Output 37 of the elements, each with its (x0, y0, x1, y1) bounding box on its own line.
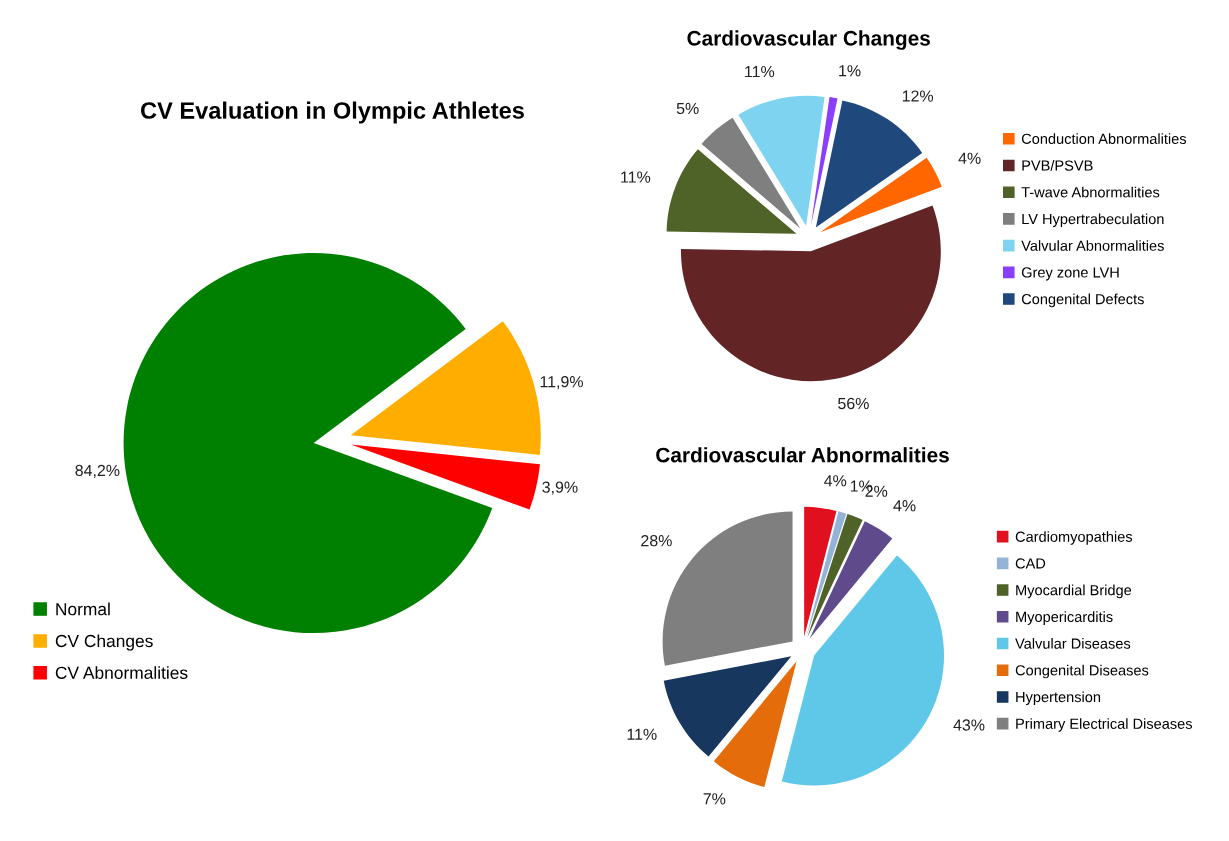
data-label: 12% (902, 90, 934, 102)
data-label: 11% (621, 171, 651, 183)
chart-title: Cardiovascular Abnormalities (656, 447, 949, 463)
data-label: 5% (676, 102, 699, 115)
legend-label: Congenital Diseases (1015, 664, 1149, 679)
chart-title: CV Evaluation in Olympic Athletes (141, 101, 524, 124)
legend-label: Valvular Abnormalities (1021, 240, 1164, 251)
data-label: 11% (745, 66, 775, 78)
data-label: 1% (839, 65, 861, 77)
legend-label: Hypertension (1016, 691, 1101, 706)
data-label: 4% (958, 152, 981, 164)
legend-label: Valvular Diseases (1015, 638, 1131, 649)
data-label: 4% (824, 475, 847, 487)
legend-label: CV Changes (55, 634, 153, 651)
data-label: 28% (641, 534, 672, 547)
legend-label: LV Hypertrabeculation (1022, 213, 1164, 228)
data-label: 3,9% (542, 481, 578, 495)
data-label: 56% (838, 397, 869, 410)
data-label: 11% (627, 728, 657, 740)
legend-label: Grey zone LVH (1021, 267, 1119, 281)
data-label: 4% (893, 500, 916, 512)
legend-label: Myopericarditis (1016, 611, 1113, 625)
data-label: 7% (703, 793, 726, 805)
legend-label: Myocardial Bridge (1016, 584, 1132, 599)
legend-label: Normal (56, 602, 110, 616)
legend-label: T-wave Abnormalities (1021, 186, 1160, 198)
legend-label: CV Abnormalities (55, 666, 188, 679)
data-label: 11,9% (540, 375, 583, 390)
legend-label: Cardiomyopathies (1015, 531, 1133, 545)
legend-label: CAD (1015, 558, 1046, 569)
legend-label: Conduction Abnormalities (1021, 133, 1187, 144)
data-label: 84,2% (75, 464, 120, 478)
data-label: 43% (953, 719, 985, 731)
legend-label: Congenital Defects (1021, 293, 1144, 308)
legend-label: PVB/PSVB (1022, 160, 1093, 171)
chart-title: Cardiovascular Changes (687, 30, 930, 50)
legend-label: Primary Electrical Diseases (1016, 718, 1192, 732)
